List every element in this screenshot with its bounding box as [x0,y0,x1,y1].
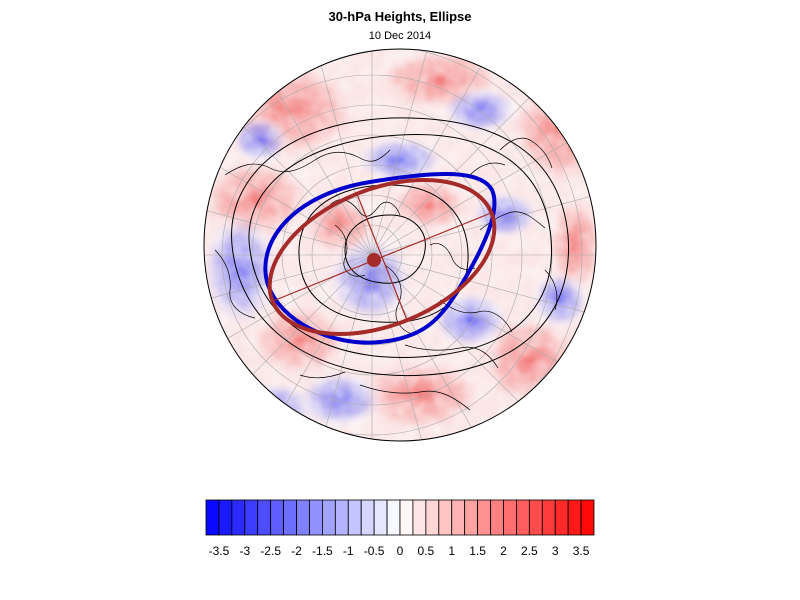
meridian-line [371,254,523,441]
colorbar-box [309,499,323,536]
colorbar-tick-label: 2.5 [521,544,538,558]
colorbar-tick-label: -0.5 [364,544,385,558]
meridian-line [294,49,373,256]
colorbar-box [503,499,517,536]
meridian-line [371,254,450,441]
colorbar-box [412,499,427,536]
colorbar-box [257,499,272,536]
coastlines [214,137,558,411]
colorbar-box [580,499,595,536]
colorbar-tick-label: 1.5 [469,544,486,558]
colorbar-box [373,499,388,536]
colorbar-box [425,499,440,536]
colorbar-box [528,499,543,536]
colorbar-box [386,499,401,536]
meridian-line [204,177,373,256]
map-date: 10 Dec 2014 [368,30,432,42]
colorbar-ticks: -3.5 -3 -2.5 -2 -1.5 -1 -0.5 0 0.5 1 1.5 2 2.5 3 3.5 [209,544,590,558]
colorbar-box [296,499,310,536]
meridian-line [371,49,523,256]
contour-ellipse [263,172,497,345]
meridian-line [371,254,596,333]
colorbar-box [283,499,297,536]
meridian-line [221,49,373,256]
meridian-line [204,104,373,256]
colorbar-tick-label: -1 [343,544,354,558]
meridian-line [294,254,373,441]
colorbar-box [438,499,453,536]
colorbar-box [516,499,530,536]
polar-map [203,48,597,442]
colorbar-tick-label: 3 [552,544,559,558]
colorbar-box [399,499,414,536]
colorbar-box [451,499,466,536]
colorbar-box [270,499,284,536]
anomaly-field [204,49,596,441]
meridian-line [204,254,373,406]
meridian-line [204,254,373,441]
colorbar-box [567,499,582,536]
fitted-ellipse [267,177,497,337]
meridian-line [221,254,373,441]
meridian-line [204,49,373,256]
colorbar-tick-label: 2 [500,544,507,558]
meridian-line [204,254,373,333]
colorbar-box [360,499,375,536]
colorbar-box [464,499,478,536]
colorbar-box [231,499,246,536]
colorbar-tick-label: -2 [291,544,302,558]
colorbar-box [541,499,556,536]
map-title: 30-hPa Heights, Ellipse [328,9,472,24]
globe-outline [203,48,597,442]
colorbar-tick-label: -1.5 [312,544,333,558]
graticule [204,49,596,441]
colorbar-boxes [205,499,595,536]
colorbar-tick-label: 0.5 [418,544,435,558]
colorbar-tick-label: -3.5 [209,544,230,558]
colorbar-box [218,499,233,536]
colorbar-tick-label: 0 [397,544,404,558]
colorbar-tick-label: -3 [239,544,250,558]
colorbar-box [554,499,569,536]
ellipse-center-marker [367,253,381,267]
colorbar-box [244,499,259,536]
colorbar-tick-label: 3.5 [573,544,590,558]
colorbar-box [490,499,504,536]
colorbar-box [205,499,220,536]
colorbar-box [347,499,362,536]
meridian-line [371,49,450,256]
colorbar-box [334,499,349,536]
colorbar-box [321,499,336,536]
colorbar-tick-label: -2.5 [260,544,281,558]
colorbar-tick-label: 1 [448,544,455,558]
colorbar-box [477,499,491,536]
height-contours [231,117,570,377]
